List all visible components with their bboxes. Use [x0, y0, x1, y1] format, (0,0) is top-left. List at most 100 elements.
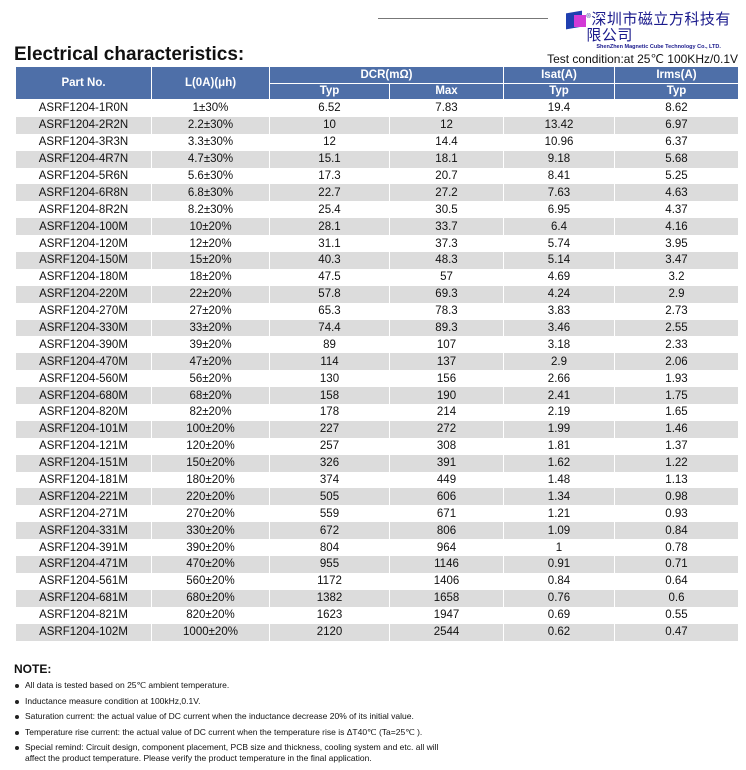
cell-part-no: ASRF1204-101M — [16, 420, 151, 438]
cell-inductance: 5.6±30% — [187, 170, 234, 182]
cell-inductance: 150±20% — [152, 454, 269, 472]
cell-part-no: ASRF1204-560M — [39, 372, 128, 385]
cell-isat-typ: 0.69 — [547, 609, 571, 622]
header-irms: Irms(A) — [615, 67, 738, 84]
table-row: ASRF1204-680M 68±20% 158 190 2.41 1.75 — [16, 387, 738, 405]
cell-irms-typ: 4.37 — [665, 203, 688, 216]
cell-irms-typ: 2.9 — [615, 285, 738, 303]
cell-irms-typ: 6.37 — [665, 136, 688, 149]
cell-part-no: ASRF1204-680M — [16, 387, 151, 405]
cell-isat-typ: 13.42 — [504, 116, 614, 134]
cell-isat-typ: 0.62 — [504, 623, 614, 641]
cell-dcr-typ: 12 — [323, 136, 336, 149]
cell-part-no: ASRF1204-471M — [16, 556, 151, 573]
cell-dcr-typ: 672 — [270, 522, 389, 540]
cell-isat-typ: 2.41 — [504, 387, 614, 405]
cell-irms-typ: 1.93 — [665, 372, 688, 385]
cell-dcr-typ: 57.8 — [270, 285, 389, 303]
cell-dcr-max: 671 — [436, 507, 457, 520]
cell-part-no: ASRF1204-331M — [16, 522, 151, 540]
cell-irms-typ: 0.93 — [665, 507, 688, 520]
cell-dcr-typ: 17.3 — [318, 170, 341, 182]
cell-irms-typ: 0.71 — [615, 556, 738, 573]
table-row: ASRF1204-820M 82±20% 178 214 2.19 1.65 — [16, 404, 738, 421]
cell-isat-typ: 3.83 — [547, 305, 571, 318]
notes-title: NOTE: — [14, 662, 52, 676]
table-row: ASRF1204-8R2N 8.2±30% 25.4 30.5 6.95 4.37 — [16, 201, 738, 218]
cell-dcr-max: 2544 — [390, 623, 503, 641]
cell-isat-typ: 2.66 — [547, 372, 571, 385]
cell-part-no: ASRF1204-390M — [39, 338, 128, 351]
table-row: ASRF1204-390M 39±20% 89 107 3.18 2.33 — [16, 336, 738, 353]
cell-irms-typ: 0.55 — [665, 609, 688, 622]
cell-dcr-typ: 130 — [319, 372, 340, 385]
cell-part-no: ASRF1204-5R6N — [38, 170, 129, 182]
header-inductance: L(0A)(μh) — [152, 67, 269, 100]
cell-dcr-max: 272 — [390, 420, 503, 438]
cell-isat-typ: 2.9 — [504, 353, 614, 371]
cell-inductance: 12±20% — [189, 237, 232, 250]
cell-isat-typ: 5.74 — [547, 237, 571, 250]
cell-dcr-max: 606 — [390, 488, 503, 506]
header-part-no: Part No. — [16, 67, 151, 100]
cell-dcr-max: 14.4 — [435, 136, 458, 149]
cell-isat-typ: 4.24 — [504, 285, 614, 303]
cell-inductance: 82±20% — [189, 406, 232, 419]
cell-inductance: 2.2±30% — [152, 116, 269, 134]
cell-inductance: 330±20% — [152, 522, 269, 540]
cell-irms-typ: 3.47 — [615, 252, 738, 269]
cell-irms-typ: 2.73 — [665, 305, 688, 318]
cell-dcr-typ: 40.3 — [270, 252, 389, 269]
table-row: ASRF1204-6R8N 6.8±30% 22.7 27.2 7.63 4.63 — [16, 184, 738, 202]
cell-dcr-max: 48.3 — [390, 252, 503, 269]
page-title: Electrical characteristics: — [14, 44, 245, 65]
cell-irms-typ: 0.84 — [615, 522, 738, 540]
cell-isat-typ: 7.63 — [504, 184, 614, 202]
cell-isat-typ: 5.14 — [504, 252, 614, 269]
cell-isat-typ: 1.09 — [504, 522, 614, 540]
cell-part-no: ASRF1204-102M — [16, 623, 151, 641]
cell-dcr-typ: 114 — [270, 353, 389, 371]
cell-inductance: 680±20% — [152, 589, 269, 607]
header-dcr-max: Max — [390, 83, 503, 100]
cell-inductance: 220±20% — [152, 488, 269, 506]
company-name-cn: 深圳市磁立方科技有限公司 — [586, 11, 731, 44]
cell-irms-typ: 1.37 — [665, 440, 688, 453]
cell-dcr-max: 1947 — [433, 609, 460, 622]
cell-dcr-max: 89.3 — [390, 319, 503, 337]
cell-dcr-typ: 1623 — [316, 609, 343, 622]
table-row: ASRF1204-271M 270±20% 559 671 1.21 0.93 — [16, 505, 738, 522]
table-row: ASRF1204-821M 820±20% 1623 1947 0.69 0.55 — [16, 607, 738, 624]
company-name-en: ShenZhen Magnetic Cube Technology Co., L… — [596, 44, 721, 50]
cell-dcr-max: 30.5 — [435, 203, 458, 216]
cell-dcr-max: 156 — [436, 372, 457, 385]
cell-part-no: ASRF1204-181M — [39, 474, 128, 487]
cell-inductance: 27±20% — [189, 305, 232, 318]
table-row: ASRF1204-3R3N 3.3±30% 12 14.4 10.96 6.37 — [16, 134, 738, 151]
note-item: Inductance measure condition at 100kHz,0… — [14, 696, 444, 707]
cell-dcr-max: 78.3 — [435, 305, 458, 318]
cell-irms-typ: 3.2 — [668, 271, 685, 284]
table-row: ASRF1204-221M 220±20% 505 606 1.34 0.98 — [16, 488, 738, 506]
cell-inductance: 1±30% — [192, 102, 229, 115]
header-dcr-typ: Typ — [270, 83, 389, 100]
header-irms-typ: Typ — [615, 83, 738, 100]
cell-dcr-max: 449 — [436, 474, 457, 487]
company-logo: ®深圳市磁立方科技有限公司 ShenZhen Magnetic Cube Tec… — [566, 9, 746, 50]
cell-irms-typ: 2.55 — [615, 319, 738, 337]
cell-irms-typ: 1.13 — [665, 474, 688, 487]
cell-irms-typ: 5.68 — [615, 150, 738, 168]
cell-part-no: ASRF1204-270M — [39, 305, 128, 318]
cell-dcr-typ: 326 — [270, 454, 389, 472]
cell-inductance: 18±20% — [189, 271, 232, 284]
cell-isat-typ: 1.48 — [547, 474, 571, 487]
cell-irms-typ: 1.75 — [615, 387, 738, 405]
cell-inductance: 4.7±30% — [152, 150, 269, 168]
cell-dcr-max: 1658 — [390, 589, 503, 607]
cell-inductance: 8.2±30% — [187, 203, 234, 216]
table-row: ASRF1204-220M 22±20% 57.8 69.3 4.24 2.9 — [16, 285, 738, 303]
table-row: ASRF1204-102M 1000±20% 2120 2544 0.62 0.47 — [16, 623, 738, 641]
table-row: ASRF1204-180M 18±20% 47.5 57 4.69 3.2 — [16, 269, 738, 286]
table-row: ASRF1204-2R2N 2.2±30% 10 12 13.42 6.97 — [16, 116, 738, 134]
table-row: ASRF1204-331M 330±20% 672 806 1.09 0.84 — [16, 522, 738, 540]
